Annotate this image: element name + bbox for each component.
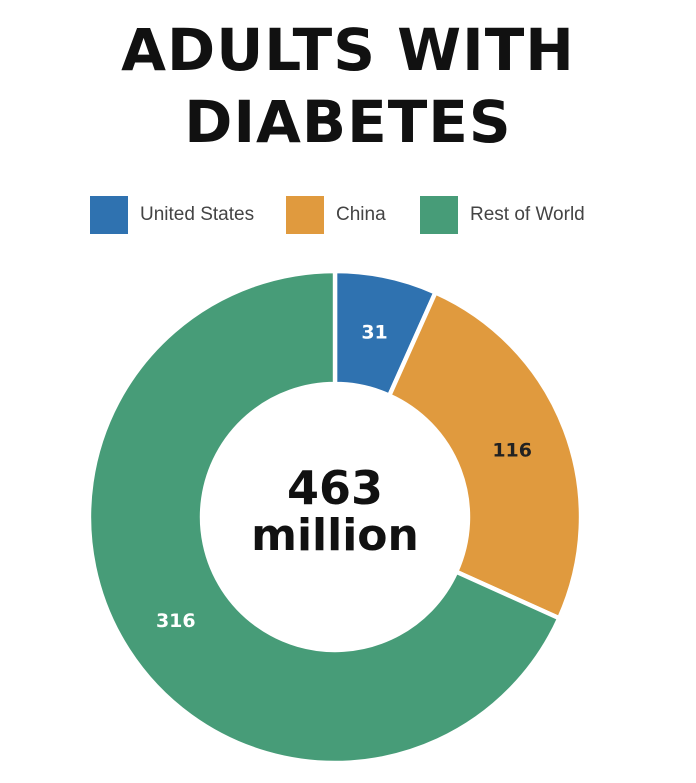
legend-item-china: China: [286, 196, 386, 234]
donut-slices: [86, 268, 584, 766]
chart-legend: United States China Rest of World: [0, 196, 696, 234]
legend-item-rest-of-world: Rest of World: [420, 196, 585, 234]
legend-label-china: China: [336, 204, 386, 225]
slice-label-united-states: 31: [361, 322, 387, 344]
legend-swatch-rest-of-world: [420, 196, 458, 234]
legend-swatch-united-states: [90, 196, 128, 234]
legend-label-united-states: United States: [140, 204, 255, 225]
donut-slice-china: [386, 289, 584, 622]
chart-title-line-2: DIABETES: [184, 88, 512, 156]
donut-slice-rest-of-world: [86, 268, 563, 766]
legend-label-rest-of-world: Rest of World: [470, 204, 585, 225]
chart-title-line-1: ADULTS WITH: [121, 16, 575, 84]
legend-swatch-china: [286, 196, 324, 234]
center-total-value: 463: [287, 461, 383, 515]
chart-title: ADULTS WITH DIABETES: [0, 14, 696, 158]
slice-label-china: 116: [492, 440, 532, 462]
legend-item-united-states: United States: [90, 196, 254, 234]
donut-slice-labels: 31 116 316: [156, 322, 532, 632]
slice-label-rest-of-world: 316: [156, 610, 196, 632]
center-total-unit: million: [251, 510, 419, 561]
